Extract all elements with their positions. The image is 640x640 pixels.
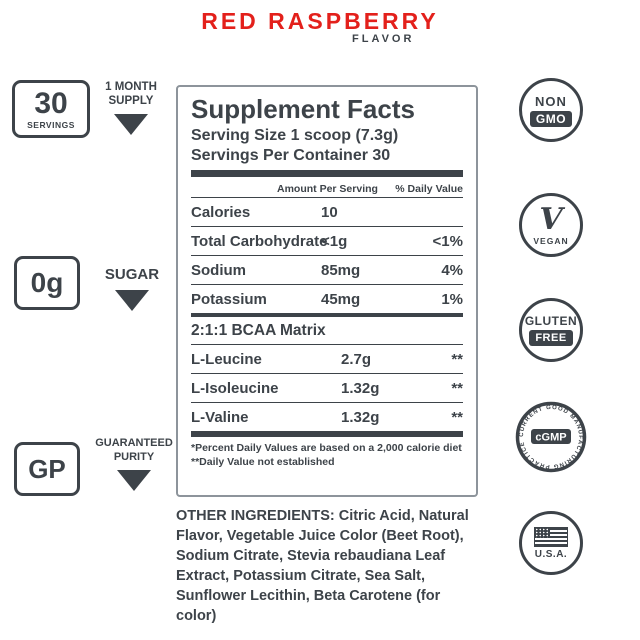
col-daily-value: % Daily Value	[395, 183, 463, 195]
serving-size: Serving Size 1 scoop (7.3g)	[191, 127, 399, 144]
gluten-free-bottom: FREE	[529, 330, 573, 346]
row-label: Calories	[191, 203, 251, 221]
row-label: Total Carbohydrate	[191, 232, 328, 250]
row-amount: 2.7g	[341, 350, 372, 368]
row-label: Sodium	[191, 261, 246, 279]
row-amount: <1g	[321, 232, 348, 250]
nutrition-row: L-Valine 1.32g **	[191, 403, 463, 432]
sugar-text: SUGAR	[104, 266, 160, 283]
row-dv: **	[451, 408, 463, 426]
vegan-badge: V VEGAN	[519, 193, 583, 257]
row-label: Potassium	[191, 290, 267, 308]
servings-label: SERVINGS	[27, 119, 75, 130]
row-dv: 4%	[441, 261, 463, 279]
flavor-name: RED RASPBERRY	[201, 8, 439, 34]
gp-initials: GP	[28, 454, 66, 484]
servings-per-container: Servings Per Container 30	[191, 147, 391, 164]
month-supply-text: 1 MONTH SUPPLY	[105, 81, 157, 108]
usa-label: U.S.A.	[534, 548, 568, 560]
purity-text: GUARANTEED PURITY	[95, 437, 173, 463]
row-dv: **	[451, 350, 463, 368]
nutrition-row: Calories 10	[191, 198, 463, 227]
other-ingredients-label: OTHER INGREDIENTS:	[176, 508, 335, 524]
nutrition-row: L-Leucine 2.7g **	[191, 345, 463, 374]
row-dv: **	[451, 379, 463, 397]
row-label: L-Valine	[191, 408, 249, 426]
other-ingredients: OTHER INGREDIENTS: Citric Acid, Natural …	[176, 506, 476, 626]
arrow-down-icon	[115, 289, 149, 311]
row-amount: 1.32g	[341, 408, 380, 426]
divider-thick	[191, 170, 463, 177]
cgmp-label: cGMP	[535, 432, 566, 444]
us-flag-canton	[535, 527, 550, 538]
nutrition-row: L-Isoleucine 1.32g **	[191, 374, 463, 403]
nutrition-row: Potassium 45mg 1%	[191, 285, 463, 313]
servings-count: 30	[34, 86, 68, 120]
non-gmo-bottom: GMO	[529, 110, 573, 127]
gluten-free-top: GLUTEN	[524, 314, 578, 328]
zero-sugar-value: 0g	[30, 267, 64, 298]
col-amount-per-serving: Amount Per Serving	[277, 183, 378, 195]
servings-badge: 30 SERVINGS	[12, 80, 90, 138]
arrow-down-icon	[117, 469, 151, 491]
zero-sugar-badge: 0g	[14, 256, 80, 310]
purity-callout: GUARANTEED PURITY	[88, 437, 180, 491]
non-gmo-top: NON	[535, 93, 567, 109]
guaranteed-purity-badge: GP	[14, 442, 80, 496]
divider-medium	[191, 313, 463, 317]
flavor-sub-label: FLAVOR	[352, 33, 415, 45]
row-amount: 85mg	[321, 261, 361, 279]
row-amount: 45mg	[321, 290, 361, 308]
other-ingredients-text: Citric Acid, Natural Flavor, Vegetable J…	[176, 508, 469, 624]
cgmp-badge: CURRENT GOOD MANUFACTURING PRACTICE cGMP	[515, 401, 587, 473]
bcaa-matrix-title: 2:1:1 BCAA Matrix	[191, 317, 463, 345]
non-gmo-badge: NON GMO	[519, 78, 583, 142]
row-dv: 1%	[441, 290, 463, 308]
nutrition-row: Total Carbohydrate <1g <1%	[191, 227, 463, 256]
row-label: L-Isoleucine	[191, 379, 279, 397]
sugar-callout: SUGAR	[92, 266, 172, 311]
nutrition-row: Sodium 85mg 4%	[191, 256, 463, 285]
month-supply-callout: 1 MONTH SUPPLY	[94, 80, 168, 135]
row-amount: 1.32g	[341, 379, 380, 397]
row-amount: 10	[321, 203, 338, 221]
usa-badge: U.S.A.	[519, 511, 583, 575]
footnote-not-established: **Daily Value not established	[191, 456, 335, 469]
arrow-down-icon	[114, 113, 148, 135]
divider-thick	[191, 431, 463, 437]
row-dv: <1%	[432, 232, 463, 250]
supplement-facts-panel: Supplement Facts Serving Size 1 scoop (7…	[176, 85, 478, 497]
vegan-label: VEGAN	[533, 235, 569, 246]
vegan-v-icon: V	[539, 201, 563, 237]
footnote-daily-values: *Percent Daily Values are based on a 2,0…	[191, 442, 462, 454]
gluten-free-badge: GLUTEN FREE	[519, 298, 583, 362]
footnotes: *Percent Daily Values are based on a 2,0…	[191, 441, 463, 469]
us-flag-icon	[534, 526, 568, 547]
row-label: L-Leucine	[191, 350, 262, 368]
panel-title: Supplement Facts	[191, 94, 415, 124]
column-headers: Amount Per Serving % Daily Value	[191, 179, 463, 198]
